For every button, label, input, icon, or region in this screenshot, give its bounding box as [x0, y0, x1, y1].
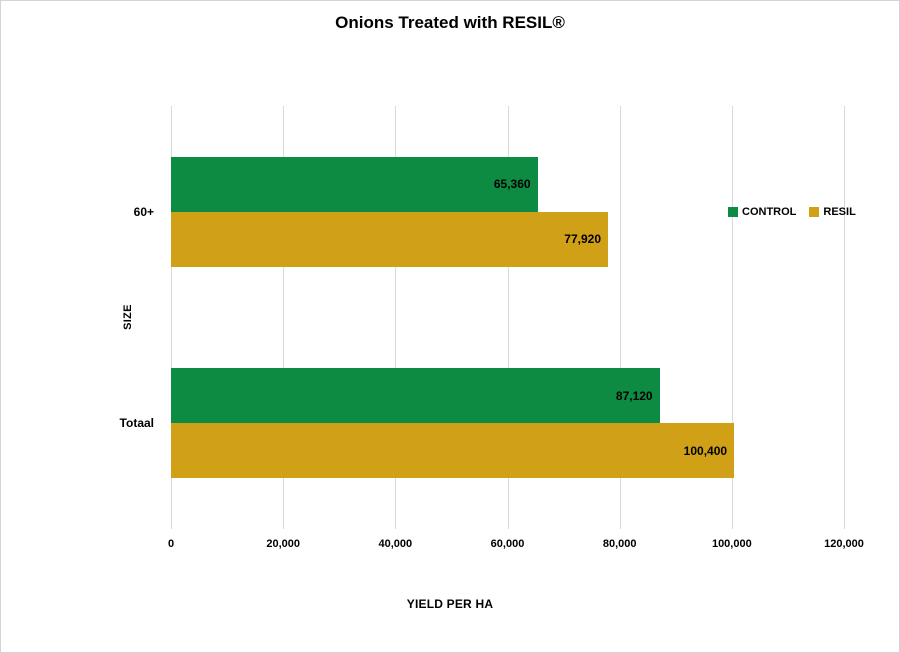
- bar-value-label-resil-60: 77,920: [564, 232, 601, 247]
- gridline-80000: [619, 106, 621, 529]
- bar-control-60: 65,360: [171, 156, 538, 212]
- bar-value-label-control-60: 65,360: [493, 177, 531, 192]
- legend-label-resil: RESIL: [823, 206, 856, 218]
- plot-area: 65,360 77,920 87,120 100,400: [171, 106, 845, 529]
- x-tick-label-60000: 60,000: [490, 538, 525, 550]
- gridline-60000: [507, 106, 509, 529]
- gridline-20000: [283, 106, 285, 529]
- x-tick-label-120000: 120,000: [824, 538, 864, 550]
- chart-title: Onions Treated with RESIL®: [335, 13, 565, 32]
- y-axis-title: SIZE: [122, 304, 134, 330]
- legend-label-control: CONTROL: [742, 206, 797, 218]
- bar-value-label-control-totaal: 87,120: [615, 388, 653, 403]
- y-axis-category-labels: 60+ Totaal: [1, 1, 154, 652]
- gridline-120000: [844, 106, 845, 529]
- category-label-totaal: Totaal: [119, 416, 154, 431]
- legend-swatch-control-icon: [728, 207, 738, 217]
- x-axis-title: YIELD PER HA: [406, 597, 494, 611]
- gridline-100000: [731, 106, 733, 529]
- bar-value-label-resil-totaal: 100,400: [683, 443, 728, 458]
- x-tick-label-0: 0: [167, 538, 175, 550]
- legend-swatch-resil-icon: [809, 207, 820, 217]
- x-tick-label-40000: 40,000: [378, 538, 413, 550]
- gridline-0: [171, 106, 172, 529]
- bar-control-totaal: 87,120: [171, 368, 660, 424]
- legend: CONTROL RESIL: [728, 205, 856, 219]
- x-tick-label-20000: 20,000: [266, 538, 300, 550]
- category-label-60: 60+: [133, 204, 154, 219]
- x-axis-tick-labels: 0 20,000 40,000 60,000 80,000 100,000 120,000: [167, 538, 864, 553]
- bar-resil-totaal: 100,400: [171, 423, 735, 479]
- bar-resil-60: 77,920: [171, 211, 608, 267]
- x-tick-label-80000: 80,000: [602, 538, 637, 550]
- gridline-40000: [395, 106, 397, 529]
- x-tick-label-100000: 100,000: [711, 538, 752, 550]
